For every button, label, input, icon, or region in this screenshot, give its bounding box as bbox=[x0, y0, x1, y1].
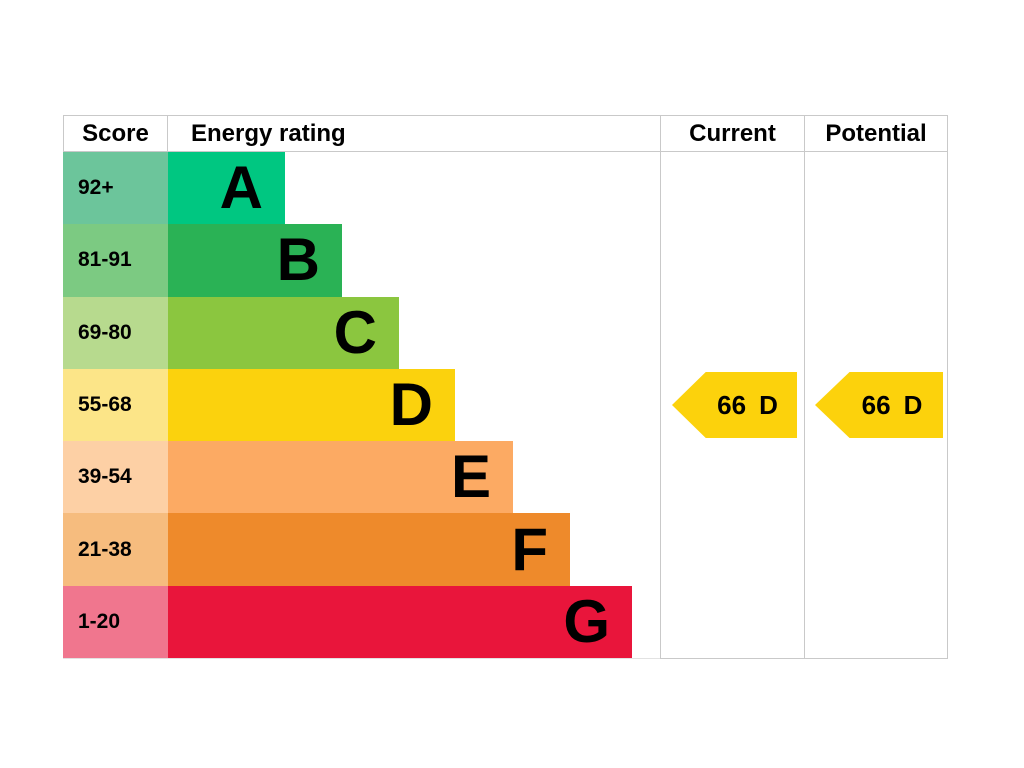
band-row-c: 69-80 C bbox=[63, 296, 660, 369]
score-range-f: 21-38 bbox=[63, 513, 168, 586]
band-row-e: 39-54 E bbox=[63, 441, 660, 514]
score-range-g: 1-20 bbox=[63, 585, 168, 658]
score-range-b: 81-91 bbox=[63, 224, 168, 297]
current-rating-arrow: 66 D bbox=[672, 372, 797, 438]
grade-letter-a: A bbox=[219, 154, 263, 222]
score-range-a: 92+ bbox=[63, 152, 168, 225]
table-header: Score Energy rating Current Potential bbox=[63, 115, 948, 152]
band-row-d: 55-68 D bbox=[63, 368, 660, 442]
potential-grade-letter: D bbox=[903, 389, 923, 420]
band-bar-c: C bbox=[168, 296, 399, 369]
header-potential: Potential bbox=[805, 116, 948, 151]
potential-rating-arrow: 66 D bbox=[815, 372, 943, 438]
band-row-g: 1-20 G bbox=[63, 585, 660, 658]
header-energy-rating: Energy rating bbox=[191, 119, 346, 147]
band-row-f: 21-38 F bbox=[63, 513, 660, 586]
grade-letter-c: C bbox=[333, 298, 377, 366]
epc-table: Score Energy rating Current Potential 92… bbox=[63, 115, 948, 659]
band-rows: 92+ A 81-91 B 69-80 C bbox=[63, 152, 660, 659]
current-grade-letter: D bbox=[759, 389, 778, 420]
band-bar-g: G bbox=[168, 585, 632, 658]
header-current: Current bbox=[660, 116, 805, 151]
potential-score-value: 66 bbox=[861, 389, 891, 420]
score-range-e: 39-54 bbox=[63, 441, 168, 514]
band-bar-a: A bbox=[168, 152, 285, 225]
potential-column: 66 D bbox=[805, 152, 948, 659]
band-bar-e: E bbox=[168, 441, 513, 514]
score-range-d: 55-68 bbox=[63, 368, 168, 442]
grade-letter-b: B bbox=[276, 226, 320, 294]
table-body: 92+ A 81-91 B 69-80 C bbox=[63, 152, 948, 659]
band-row-a: 92+ A bbox=[63, 152, 660, 225]
score-range-c: 69-80 bbox=[63, 296, 168, 369]
grade-letter-d: D bbox=[389, 370, 433, 438]
band-row-b: 81-91 B bbox=[63, 224, 660, 297]
band-bar-d: D bbox=[168, 368, 455, 442]
grade-letter-e: E bbox=[450, 443, 491, 511]
band-bar-f: F bbox=[168, 513, 570, 586]
grade-letter-f: F bbox=[511, 515, 548, 583]
header-score: Score bbox=[63, 116, 168, 151]
current-column: 66 D bbox=[660, 152, 805, 659]
grade-letter-g: G bbox=[563, 587, 610, 655]
band-bar-b: B bbox=[168, 224, 342, 297]
current-score-value: 66 bbox=[717, 389, 747, 420]
